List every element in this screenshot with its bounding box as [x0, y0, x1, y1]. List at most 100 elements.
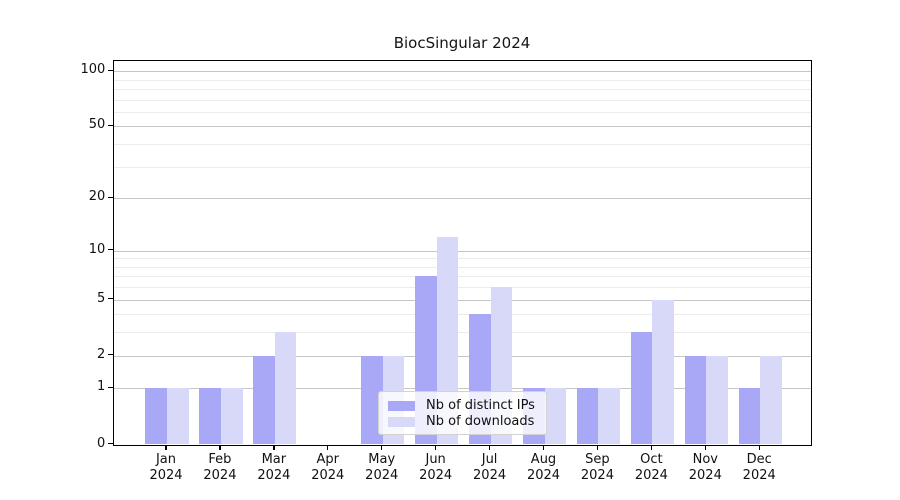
- bar-downloads-nov: [706, 355, 728, 445]
- bar-distinct-ips-sep: [576, 388, 599, 445]
- x-tick-label-oct: Oct 2024: [635, 452, 668, 484]
- chart-title: BiocSingular 2024: [393, 34, 531, 52]
- x-tick-label-nov: Nov 2024: [689, 452, 722, 484]
- x-tick-year: 2024: [580, 467, 614, 483]
- y-tick-mark: [108, 124, 114, 127]
- x-tick-label-mar: Mar 2024: [257, 452, 290, 484]
- x-tick-label-apr: Apr 2024: [311, 452, 344, 484]
- x-tick-year: 2024: [634, 467, 668, 483]
- bar-downloads-jan: [166, 388, 189, 445]
- x-tick-month: Jul: [481, 451, 498, 467]
- bar-distinct-ips-may: [361, 355, 383, 445]
- x-tick-year: 2024: [311, 467, 345, 483]
- x-tick-month: Jun: [425, 451, 446, 467]
- y-tick-label-10: 10: [88, 241, 106, 257]
- x-tick-year: 2024: [257, 467, 291, 483]
- x-tick-label-may: May 2024: [365, 452, 398, 484]
- legend-label-distinct-ips: Nb of distinct IPs: [426, 398, 535, 413]
- x-tick-label-sep: Sep 2024: [581, 452, 614, 484]
- x-tick-month: Aug: [530, 451, 557, 467]
- bar-downloads-sep: [598, 388, 621, 445]
- x-tick-mark: [273, 444, 275, 450]
- x-tick-month: Oct: [640, 451, 663, 467]
- gridline-minor: [114, 111, 812, 113]
- x-tick-mark: [542, 444, 545, 450]
- x-tick-month: Nov: [692, 451, 718, 467]
- x-tick-mark: [219, 444, 221, 450]
- bar-downloads-dec: [760, 355, 782, 445]
- gridline-major: [114, 126, 812, 128]
- x-tick-mark: [435, 444, 437, 450]
- gridline-minor: [114, 144, 812, 146]
- y-tick-mark: [108, 248, 114, 251]
- bar-downloads-aug: [544, 388, 567, 445]
- bar-distinct-ips-dec: [738, 388, 761, 445]
- gridline-minor: [114, 266, 812, 268]
- x-tick-month: Feb: [208, 451, 232, 467]
- gridline-major: [114, 299, 812, 301]
- x-tick-mark: [650, 444, 653, 450]
- x-tick-month: Dec: [746, 451, 772, 467]
- x-tick-mark: [381, 444, 383, 450]
- x-tick-month: Sep: [585, 451, 610, 467]
- x-tick-year: 2024: [365, 467, 399, 483]
- x-tick-year: 2024: [473, 467, 507, 483]
- bar-distinct-ips-nov: [684, 355, 707, 445]
- bar-distinct-ips-oct: [630, 332, 653, 445]
- y-tick-mark: [108, 442, 114, 445]
- x-tick-label-feb: Feb 2024: [203, 452, 236, 484]
- gridline-major: [114, 355, 812, 357]
- gridline-minor: [114, 332, 812, 334]
- x-tick-mark: [596, 444, 599, 450]
- gridline-minor: [114, 79, 812, 81]
- gridline-minor: [114, 258, 812, 260]
- legend-item-downloads: Nb of downloads: [387, 414, 538, 429]
- y-tick-mark: [108, 354, 114, 356]
- x-tick-label-jun: Jun 2024: [419, 452, 452, 484]
- bar-distinct-ips-mar: [253, 355, 275, 445]
- bar-downloads-feb: [220, 388, 243, 445]
- x-tick-year: 2024: [688, 467, 722, 483]
- gridline-major: [114, 198, 812, 200]
- bar-distinct-ips-jan: [145, 388, 167, 445]
- y-tick-label-0: 0: [97, 435, 106, 451]
- y-tick-label-100: 100: [80, 62, 106, 78]
- gridline-minor: [114, 88, 812, 90]
- y-tick-mark: [108, 386, 114, 389]
- x-tick-year: 2024: [419, 467, 453, 483]
- y-tick-label-20: 20: [88, 189, 106, 205]
- x-tick-mark: [758, 444, 760, 450]
- y-tick-mark: [108, 69, 114, 71]
- gridline-minor: [114, 314, 812, 316]
- y-tick-mark: [108, 196, 114, 198]
- x-tick-year: 2024: [149, 467, 183, 483]
- x-tick-label-dec: Dec 2024: [743, 452, 776, 484]
- y-tick-label-50: 50: [88, 117, 106, 133]
- legend-label-downloads: Nb of downloads: [426, 414, 535, 429]
- x-tick-month: Apr: [316, 451, 340, 467]
- bar-downloads-mar: [274, 332, 297, 445]
- x-tick-month: Jan: [155, 451, 177, 467]
- y-tick-label-1: 1: [97, 379, 106, 395]
- y-tick-label-2: 2: [97, 346, 106, 362]
- y-tick-label-5: 5: [97, 290, 106, 306]
- x-tick-year: 2024: [742, 467, 776, 483]
- x-tick-mark: [704, 444, 706, 450]
- gridline-minor: [114, 287, 812, 289]
- x-tick-mark: [488, 444, 491, 450]
- legend-swatch-distinct-ips-icon: [388, 400, 415, 411]
- x-tick-month: Mar: [261, 451, 287, 467]
- x-tick-month: May: [368, 451, 396, 467]
- gridline-minor: [114, 166, 812, 168]
- gridline-major: [114, 388, 812, 390]
- x-tick-mark: [327, 444, 329, 450]
- x-tick-label-jan: Jan 2024: [149, 452, 182, 484]
- gridline-major: [114, 71, 812, 73]
- x-tick-year: 2024: [526, 467, 561, 483]
- gridline-minor: [114, 276, 812, 278]
- legend-swatch-downloads-icon: [388, 416, 415, 427]
- legend-item-distinct-ips: Nb of distinct IPs: [387, 398, 538, 413]
- x-tick-label-aug: Aug 2024: [527, 452, 560, 484]
- gridline-major: [114, 250, 812, 252]
